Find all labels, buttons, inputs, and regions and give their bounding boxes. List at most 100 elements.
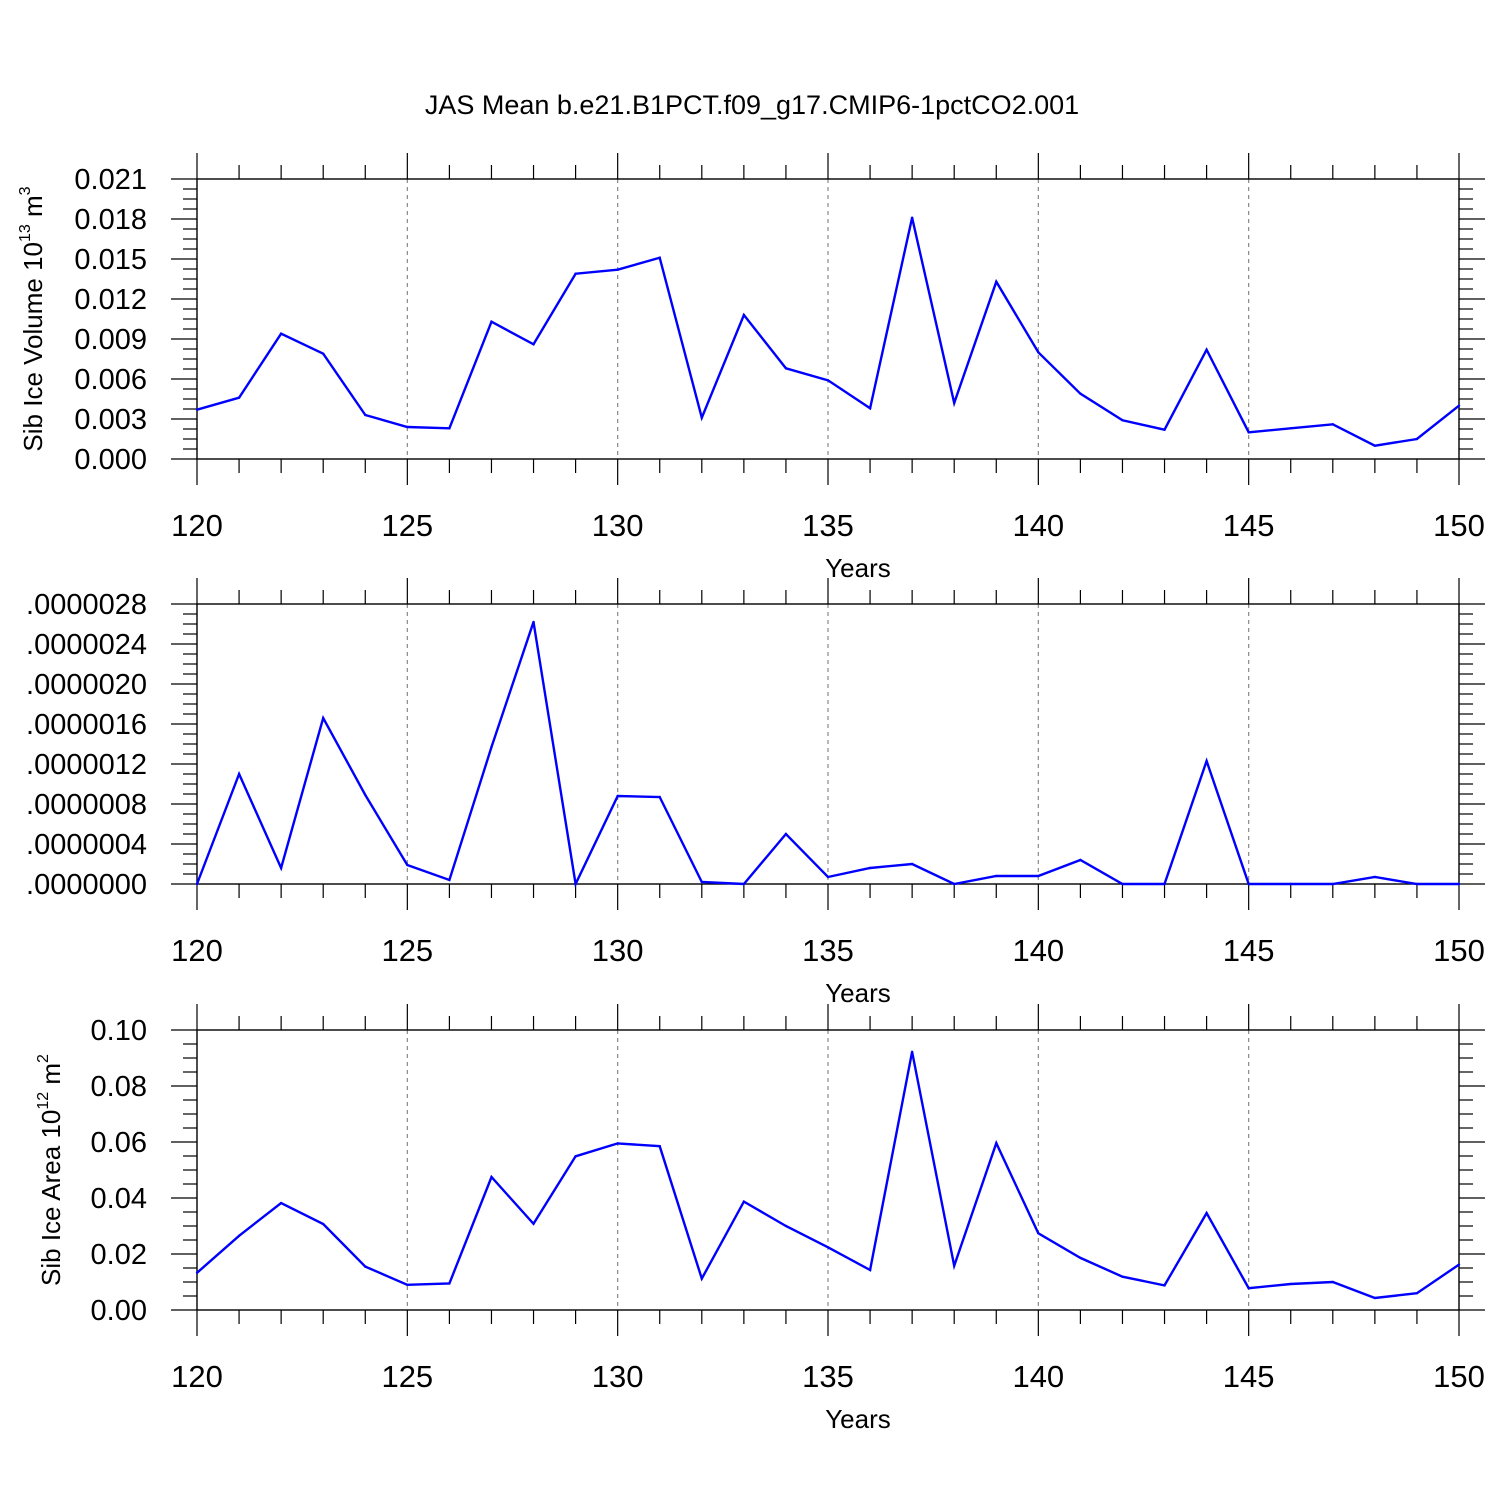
data-point — [995, 1141, 998, 1145]
data-point — [279, 866, 283, 870]
data-point — [1247, 1286, 1250, 1290]
data-point — [1205, 348, 1208, 351]
data-point — [1457, 404, 1461, 407]
data-point — [1415, 1292, 1419, 1295]
x-tick-label: 145 — [1223, 1359, 1275, 1394]
data-point — [448, 1282, 451, 1285]
data-point — [490, 320, 493, 323]
data-point — [658, 256, 661, 259]
data-point — [1163, 882, 1166, 886]
x-tick-label: 135 — [802, 1359, 854, 1394]
y-axis-label-superscript: 12 — [35, 1092, 52, 1110]
data-point — [953, 882, 956, 886]
data-point — [448, 878, 451, 882]
x-tick-label: 140 — [1012, 933, 1064, 968]
data-point — [532, 343, 535, 346]
data-point — [1121, 419, 1124, 422]
data-point — [1079, 858, 1082, 862]
y-tick-label: .0000016 — [26, 709, 147, 741]
data-point — [195, 882, 199, 886]
plot-frame — [196, 1029, 1460, 1311]
data-point — [1037, 874, 1040, 878]
data-point — [784, 832, 788, 836]
data-point — [1331, 423, 1335, 426]
x-tick-label: 140 — [1012, 508, 1064, 543]
y-tick-label: 0.06 — [91, 1127, 147, 1159]
data-point — [742, 882, 746, 886]
x-tick-label: 125 — [381, 933, 433, 968]
x-tick-label: 150 — [1433, 1359, 1485, 1394]
data-point — [1331, 1280, 1335, 1284]
data-point — [868, 407, 872, 410]
x-tick-label: 125 — [381, 508, 433, 543]
y-tick-label: 0.003 — [74, 404, 147, 436]
data-point — [1289, 1282, 1292, 1286]
data-point — [658, 795, 661, 799]
data-point — [826, 875, 830, 879]
data-point — [364, 1265, 367, 1268]
data-point — [784, 367, 788, 370]
y-axis-label: Sib Ice Volume 1013 m3 — [17, 186, 48, 451]
data-point — [1037, 1232, 1040, 1235]
y-axis-label-superscript: 13 — [17, 224, 34, 242]
y-tick-label: 0.018 — [74, 204, 147, 236]
y-tick-label: 0.006 — [74, 364, 147, 396]
data-point — [1415, 437, 1419, 441]
data-point — [1205, 759, 1208, 763]
data-point — [910, 216, 914, 219]
data-point — [490, 1175, 493, 1179]
x-tick-label: 150 — [1433, 933, 1485, 968]
y-tick-label: .0000024 — [26, 629, 147, 661]
y-tick-label: 0.10 — [91, 1015, 147, 1047]
data-point — [1289, 882, 1292, 886]
data-point — [868, 1268, 872, 1272]
data-point — [532, 620, 535, 624]
x-axis-label: Years — [825, 978, 891, 1008]
data-point — [742, 313, 746, 317]
x-tick-label: 145 — [1223, 933, 1275, 968]
data-point — [910, 1050, 914, 1054]
y-axis-label-part: Sib Ice Area 10 — [36, 1110, 66, 1286]
data-point — [195, 1271, 199, 1274]
x-tick-label: 120 — [171, 508, 223, 543]
data-point — [322, 716, 325, 720]
plot-frame — [196, 178, 1460, 460]
data-point — [868, 866, 872, 870]
data-point — [616, 794, 619, 798]
x-tick-label: 145 — [1223, 508, 1275, 543]
x-tick-label: 125 — [381, 1359, 433, 1394]
data-point — [1205, 1211, 1208, 1215]
y-tick-label: .0000012 — [26, 749, 147, 781]
data-point — [700, 1277, 703, 1280]
data-point — [237, 396, 241, 399]
data-point — [616, 1142, 619, 1145]
data-point — [995, 280, 998, 283]
data-point — [532, 1222, 535, 1225]
y-tick-label: 0.02 — [91, 1239, 147, 1271]
x-tick-label: 120 — [171, 1359, 223, 1394]
data-point — [1373, 444, 1377, 447]
y-axis-label-part: m — [18, 195, 48, 224]
data-point — [1373, 875, 1377, 879]
data-point — [406, 863, 409, 867]
x-axis-label: Years — [825, 1404, 891, 1434]
data-point — [700, 416, 703, 419]
x-tick-label: 135 — [802, 508, 854, 543]
data-point — [616, 268, 619, 271]
y-tick-label: 0.021 — [74, 164, 147, 196]
data-point — [826, 1246, 830, 1249]
y-tick-label: .0000004 — [26, 829, 147, 861]
y-axis-label: Sib Ice Area 1012 m2 — [35, 1054, 66, 1286]
data-point — [1163, 1284, 1166, 1287]
data-point — [364, 413, 367, 417]
data-point — [1163, 428, 1166, 431]
y-tick-label: 0.012 — [74, 284, 147, 316]
y-tick-label: .0000028 — [26, 589, 147, 621]
data-point — [574, 272, 577, 275]
data-point — [826, 379, 830, 382]
data-point — [364, 793, 367, 797]
y-tick-label: 0.04 — [91, 1183, 147, 1215]
data-point — [1079, 392, 1082, 395]
data-point — [406, 425, 409, 429]
